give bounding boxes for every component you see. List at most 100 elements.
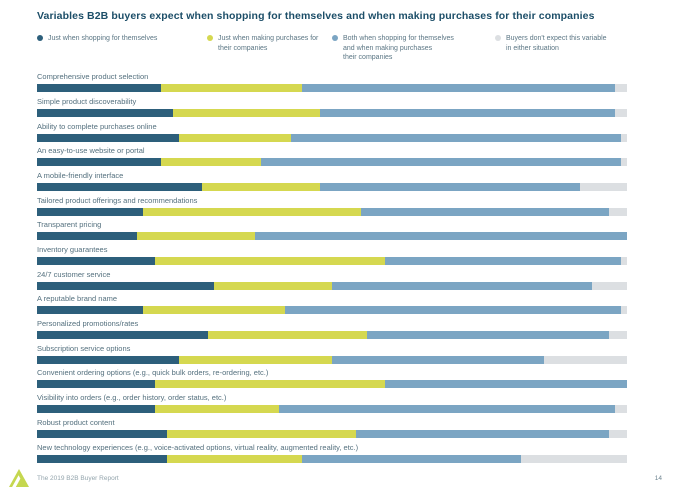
bar-segment-just-themselves	[37, 281, 214, 290]
chart-row: Inventory guarantees	[37, 240, 627, 265]
stacked-bar	[37, 331, 627, 340]
bar-segment-neither	[621, 158, 627, 167]
bar-segment-both	[302, 84, 616, 93]
bar-segment-just-themselves	[37, 108, 173, 117]
bar-segment-both	[332, 281, 592, 290]
chart-row: Convenient ordering options (e.g., quick…	[37, 364, 627, 389]
row-label: Inventory guarantees	[37, 245, 108, 254]
row-label: 24/7 customer service	[37, 269, 111, 279]
bar-segment-neither	[609, 429, 627, 438]
row-label: Visibility into orders (e.g., order hist…	[37, 393, 227, 403]
stacked-bar	[37, 257, 627, 265]
bar-segment-neither	[579, 182, 627, 191]
bar-segment-just-themselves	[37, 158, 161, 167]
chart-row: Visibility into orders (e.g., order hist…	[37, 388, 627, 414]
legend-item: Just when shopping for themselves	[37, 34, 207, 44]
chart-row: Ability to complete purchases online	[37, 117, 627, 142]
legend-item: Buyers don't expect this variable in eit…	[495, 34, 627, 53]
bar-segment-just-companies	[172, 108, 321, 117]
stacked-bar	[37, 133, 627, 142]
bar-segment-both	[255, 232, 627, 241]
row-label: Tailored product offerings and recommend…	[37, 195, 198, 205]
row-label: A reputable brand name	[37, 294, 118, 304]
bar-segment-neither	[621, 133, 627, 142]
bar-segment-neither	[591, 281, 627, 290]
stacked-bar	[37, 281, 627, 290]
row-label: An easy-to-use website or portal	[37, 146, 145, 156]
stacked-bar	[37, 232, 627, 241]
stacked-bar	[37, 454, 627, 463]
chart-row: Personalized promotions/rates	[37, 314, 627, 340]
bar-segment-both	[284, 306, 622, 315]
bar-segment-neither	[609, 331, 627, 340]
bar-segment-just-companies	[202, 182, 321, 191]
bar-segment-just-themselves	[37, 182, 203, 191]
avionos-triangle-logo	[9, 469, 29, 487]
bar-segment-just-companies	[178, 355, 332, 364]
chart-row: Comprehensive product selection	[37, 68, 627, 93]
stacked-bar	[37, 429, 627, 438]
row-label: Transparent pricing	[37, 220, 102, 230]
row-label: Convenient ordering options (e.g., quick…	[37, 368, 269, 378]
bar-segment-neither	[615, 108, 627, 117]
chart-title: Variables B2B buyers expect when shoppin…	[37, 10, 595, 22]
bar-segment-both	[320, 108, 616, 117]
page-number: 14	[654, 475, 662, 482]
chart-row: New technology experiences (e.g., voice-…	[37, 438, 627, 463]
chart-row: Transparent pricing	[37, 216, 627, 241]
bar-segment-neither	[615, 84, 627, 93]
bar-segment-both	[385, 257, 622, 265]
bar-segment-neither	[621, 306, 627, 315]
stacked-bar	[37, 84, 627, 93]
bar-segment-just-themselves	[37, 429, 167, 438]
bar-segment-just-companies	[160, 84, 303, 93]
bar-segment-just-companies	[160, 158, 262, 167]
row-label: Simple product discoverability	[37, 96, 137, 106]
bar-segment-just-themselves	[37, 405, 155, 414]
bar-segment-just-themselves	[37, 84, 161, 93]
legend-dot-icon	[37, 35, 43, 41]
bar-segment-both	[278, 405, 616, 414]
chart-row: An easy-to-use website or portal	[37, 142, 627, 167]
stacked-bar	[37, 158, 627, 167]
chart-row: Robust product content	[37, 413, 627, 438]
bar-segment-just-themselves	[37, 306, 144, 315]
bar-segment-neither	[609, 207, 627, 216]
stacked-bar	[37, 207, 627, 216]
legend-label: Both when shopping for themselves and wh…	[343, 35, 454, 61]
stacked-bar	[37, 355, 627, 364]
bar-segment-both	[331, 355, 545, 364]
stacked-bar-chart: Comprehensive product selection Simple pr…	[37, 68, 627, 463]
row-label: Subscription service options	[37, 343, 131, 353]
legend-dot-icon	[495, 35, 501, 41]
bar-segment-neither	[520, 454, 627, 463]
bar-segment-both	[355, 429, 610, 438]
bar-segment-just-companies	[208, 331, 368, 340]
bar-segment-just-themselves	[37, 207, 144, 216]
legend-item: Both when shopping for themselves and wh…	[332, 34, 495, 63]
bar-segment-just-companies	[166, 429, 356, 438]
row-label: Robust product content	[37, 417, 115, 427]
bar-segment-just-themselves	[37, 355, 179, 364]
chart-row: A mobile-friendly interface	[37, 166, 627, 191]
bar-segment-both	[261, 158, 622, 167]
bar-segment-just-themselves	[37, 331, 209, 340]
chart-row: Simple product discoverability	[37, 92, 627, 117]
bar-segment-just-companies	[214, 281, 332, 290]
legend-dot-icon	[332, 35, 338, 41]
bar-segment-both	[290, 133, 622, 142]
legend-label: Just when shopping for themselves	[48, 35, 158, 42]
stacked-bar	[37, 405, 627, 414]
bar-segment-just-companies	[137, 232, 256, 241]
bar-segment-just-companies	[155, 380, 386, 389]
bar-segment-both	[367, 331, 610, 340]
chart-row: Subscription service options	[37, 339, 627, 364]
chart-area: Variables B2B buyers expect when shoppin…	[37, 10, 627, 463]
row-label: Ability to complete purchases online	[37, 121, 157, 131]
bar-segment-just-companies	[178, 133, 291, 142]
bar-segment-just-companies	[166, 454, 303, 463]
chart-row: 24/7 customer service	[37, 265, 627, 290]
legend-label: Just when making purchases for their com…	[218, 35, 319, 52]
bar-segment-just-themselves	[37, 257, 155, 265]
